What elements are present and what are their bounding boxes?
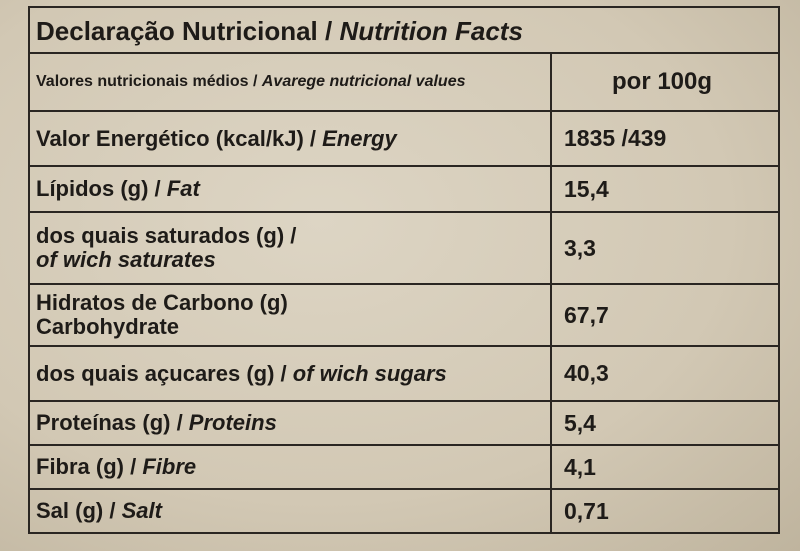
- row-label: Lípidos (g) / Fat: [36, 167, 542, 211]
- header-label: Valores nutricionais médios / Avarege nu…: [36, 54, 542, 110]
- row: dos quais saturados (g) / of wich saturat…: [30, 213, 778, 285]
- row-value: 67,7: [550, 285, 778, 345]
- row: Fibra (g) / Fibre 4,1: [30, 446, 778, 490]
- label-pt: Lípidos (g) /: [36, 176, 167, 201]
- nutrition-table: Declaração Nutricional / Nutrition Facts…: [28, 6, 780, 534]
- row-label: Valor Energético (kcal/kJ) / Energy: [36, 112, 542, 165]
- label-pt: dos quais açucares (g) /: [36, 360, 293, 386]
- title-en: Nutrition Facts: [339, 16, 523, 46]
- label-pt: Proteínas (g) /: [36, 410, 189, 435]
- label-pt: Valor Energético (kcal/kJ) /: [36, 125, 323, 151]
- table-title: Declaração Nutricional / Nutrition Facts: [30, 8, 778, 54]
- row: Hidratos de Carbono (g) Carbohydrate 67,7: [30, 285, 778, 347]
- row-value: 1835 /439: [550, 112, 778, 165]
- row-value: 5,4: [550, 402, 778, 444]
- row-value: 0,71: [550, 490, 778, 532]
- row-value: 15,4: [550, 167, 778, 211]
- label-pt: dos quais saturados (g) /: [36, 223, 297, 248]
- label-pt: Fibra (g) /: [36, 454, 143, 479]
- row: Valor Energético (kcal/kJ) / Energy 1835…: [30, 112, 778, 167]
- label-en: of wich saturates: [36, 247, 216, 272]
- header-row: Valores nutricionais médios / Avarege nu…: [30, 54, 778, 112]
- label-pt: Sal (g) /: [36, 498, 122, 523]
- row-label: Hidratos de Carbono (g) Carbohydrate: [36, 285, 542, 345]
- row: Lípidos (g) / Fat 15,4: [30, 167, 778, 213]
- row-label: Fibra (g) / Fibre: [36, 446, 542, 488]
- row-value: 40,3: [550, 347, 778, 400]
- label-en: of wich sugars: [292, 360, 447, 386]
- label-en: Proteins: [188, 410, 277, 435]
- header-value: por 100g: [550, 54, 778, 110]
- label-en: Fibre: [142, 454, 197, 479]
- row: dos quais açucares (g) / of wich sugars …: [30, 347, 778, 402]
- row: Sal (g) / Salt 0,71: [30, 490, 778, 532]
- row: Proteínas (g) / Proteins 5,4: [30, 402, 778, 446]
- row-label: Proteínas (g) / Proteins: [36, 402, 542, 444]
- label-pt: Hidratos de Carbono (g): [36, 290, 288, 315]
- row-label: dos quais açucares (g) / of wich sugars: [36, 347, 542, 400]
- label-en: Fat: [166, 176, 200, 201]
- label-en: Carbohydrate: [36, 314, 180, 339]
- title-pt: Declaração Nutricional /: [36, 16, 340, 46]
- row-value: 4,1: [550, 446, 778, 488]
- label-en: Avarege nutricional values: [261, 73, 466, 90]
- row-label: Sal (g) / Salt: [36, 490, 542, 532]
- label-en: Energy: [322, 125, 397, 151]
- row-value: 3,3: [550, 213, 778, 283]
- label-pt: Valores nutricionais médios /: [36, 73, 262, 90]
- label-en: Salt: [121, 498, 162, 523]
- row-label: dos quais saturados (g) / of wich saturat…: [36, 213, 542, 283]
